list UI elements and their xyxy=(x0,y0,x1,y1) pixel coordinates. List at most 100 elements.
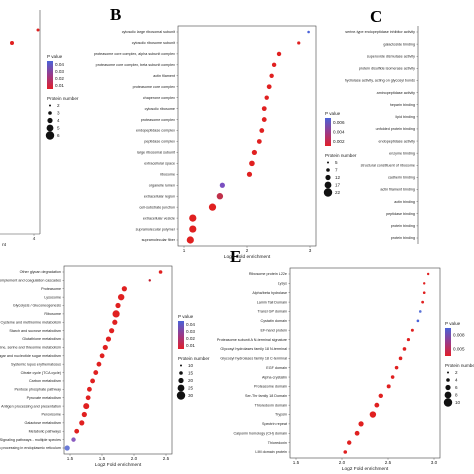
legend-size-tick: 12 xyxy=(335,175,341,180)
y-category-label: Galactose metabolism xyxy=(25,421,61,425)
data-point xyxy=(398,356,403,361)
legend-size-tick: 4 xyxy=(455,378,458,383)
y-category-label: cadherin binding xyxy=(388,176,415,180)
legend-size-dot xyxy=(45,131,55,140)
y-category-label: Pyruvate metabolism xyxy=(27,396,61,400)
x-tick-label: 4 xyxy=(33,236,36,241)
legend-size-tick: 25 xyxy=(188,386,194,391)
data-point xyxy=(354,430,360,436)
legend-size-tick: 3 xyxy=(57,111,60,116)
legend-color-tick: 0.008 xyxy=(453,333,465,338)
y-category-label: supramolecular fiber xyxy=(142,238,176,242)
legend-b: P value 0.006 0.004 0.002 Protein number 5 7 12… xyxy=(323,111,357,197)
x-tick-label: 2.0 xyxy=(339,460,346,465)
y-category-label: extracellular space xyxy=(144,162,175,166)
legend-color-tick: 0.01 xyxy=(55,83,64,88)
legend-size-dot xyxy=(48,111,52,115)
y-category-label: Ribosome xyxy=(44,312,61,316)
data-point xyxy=(386,384,391,389)
data-point xyxy=(64,445,70,451)
y-category-label: Glutathione metabolism xyxy=(22,337,61,341)
y-category-label: serine-type endopeptidase inhibitor acti… xyxy=(345,30,415,34)
data-point xyxy=(208,203,217,211)
x-tick-label: 2.5 xyxy=(163,456,170,461)
data-point xyxy=(83,403,90,410)
data-point xyxy=(112,319,118,325)
legend-size-tick: 7 xyxy=(335,168,338,173)
panel-e: Ribosome protein L22e Lysys Alpha/beta hyd… xyxy=(217,267,441,472)
legend-size-dot xyxy=(326,168,330,172)
data-point xyxy=(79,420,85,426)
y-category-label: Systemic lupus erythematosus xyxy=(11,362,61,366)
data-point xyxy=(374,402,380,408)
data-point xyxy=(96,361,102,367)
y-category-label: Other glycan degradation xyxy=(20,270,61,274)
data-point xyxy=(259,128,265,133)
y-category-label: galactoside binding xyxy=(383,42,415,46)
y-category-label: Transl GP domain xyxy=(257,310,287,314)
panel-d: Other glycan degradation Complement and c… xyxy=(0,265,173,468)
legend-color-tick: 0.005 xyxy=(453,347,465,352)
data-point xyxy=(105,336,112,342)
legend-size-dot xyxy=(177,384,185,392)
x-axis-title: Log2 Fold enrichment xyxy=(95,462,142,468)
data-point xyxy=(276,51,282,57)
legend-color-tick: 0.004 xyxy=(333,130,345,135)
data-point xyxy=(74,428,80,434)
legend-size-dot xyxy=(180,364,182,367)
data-point xyxy=(418,310,422,313)
data-point xyxy=(390,375,395,379)
legend-size-dot xyxy=(324,181,332,189)
legend-color-tick: 0.03 xyxy=(186,329,195,334)
x-tick-label: 1.5 xyxy=(293,460,300,465)
legend-e: P value 0.008 0.005 Protein number 2 4 6 8 10 xyxy=(443,321,474,407)
legend-color-tick: 0.002 xyxy=(333,139,345,144)
data-point xyxy=(85,395,91,401)
y-category-label: actin filament binding xyxy=(380,188,415,192)
x-tick-label: 2 xyxy=(246,248,249,253)
legend-color-bar xyxy=(445,328,451,356)
data-point xyxy=(148,279,151,282)
y-category-label: Cystatin domain xyxy=(261,319,287,323)
legend-color-tick: 0.04 xyxy=(55,62,64,67)
legend-size-tick: 10 xyxy=(455,400,461,405)
legend-size-tick: 8 xyxy=(455,393,458,398)
y-category-label: protein binding xyxy=(391,236,415,240)
y-category-label: ribosome xyxy=(160,173,175,177)
y-category-label: Protein processing in endoplasmic reticu… xyxy=(0,446,61,450)
y-category-label: Glycosyl hydrolases family 18 C-terminal xyxy=(220,357,287,361)
data-point xyxy=(189,214,197,222)
data-point xyxy=(249,160,255,167)
legend-size-dot xyxy=(49,104,51,107)
legend-color-bar xyxy=(325,118,331,146)
y-category-label: extracellular vesicle xyxy=(143,216,175,220)
y-category-label: Lysosome xyxy=(44,295,61,299)
y-category-label: hydrolase activity, acting on glycosyl b… xyxy=(345,79,415,83)
data-point xyxy=(186,236,194,244)
data-point xyxy=(426,272,430,276)
y-category-label: Proteasome domain xyxy=(254,385,287,389)
y-category-label: Alpha/beta hydrolase xyxy=(252,291,287,295)
x-tick-label: 3.0 xyxy=(431,460,438,465)
y-category-label: endopeptidase activity xyxy=(379,139,416,143)
y-category-label: Amino sugar and nucleotide sugar metabol… xyxy=(0,354,61,358)
y-category-label: actin binding xyxy=(394,200,415,204)
data-point xyxy=(93,370,99,375)
y-category-label: unfolded protein binding xyxy=(376,127,415,131)
y-category-label: Proteasome subunit A N-terminal signatur… xyxy=(217,338,287,342)
legend-size-dot xyxy=(447,371,449,374)
legend-size-tick: 6 xyxy=(455,385,458,390)
legend-size-title: Protein number xyxy=(178,356,210,361)
data-point xyxy=(36,28,40,32)
x-tick-label: 2.0 xyxy=(131,456,138,461)
y-category-label: Peroxisome xyxy=(42,413,61,417)
legend-size-dot xyxy=(176,391,186,400)
data-point xyxy=(90,378,95,384)
legend-size-dot xyxy=(443,398,453,407)
x-tick-label: 3 xyxy=(309,248,312,253)
data-point xyxy=(378,393,383,398)
data-point xyxy=(261,117,267,122)
data-point xyxy=(117,293,125,301)
legend-size-title: Protein number xyxy=(47,96,79,101)
y-category-label: cell-substrate junction xyxy=(139,205,175,209)
